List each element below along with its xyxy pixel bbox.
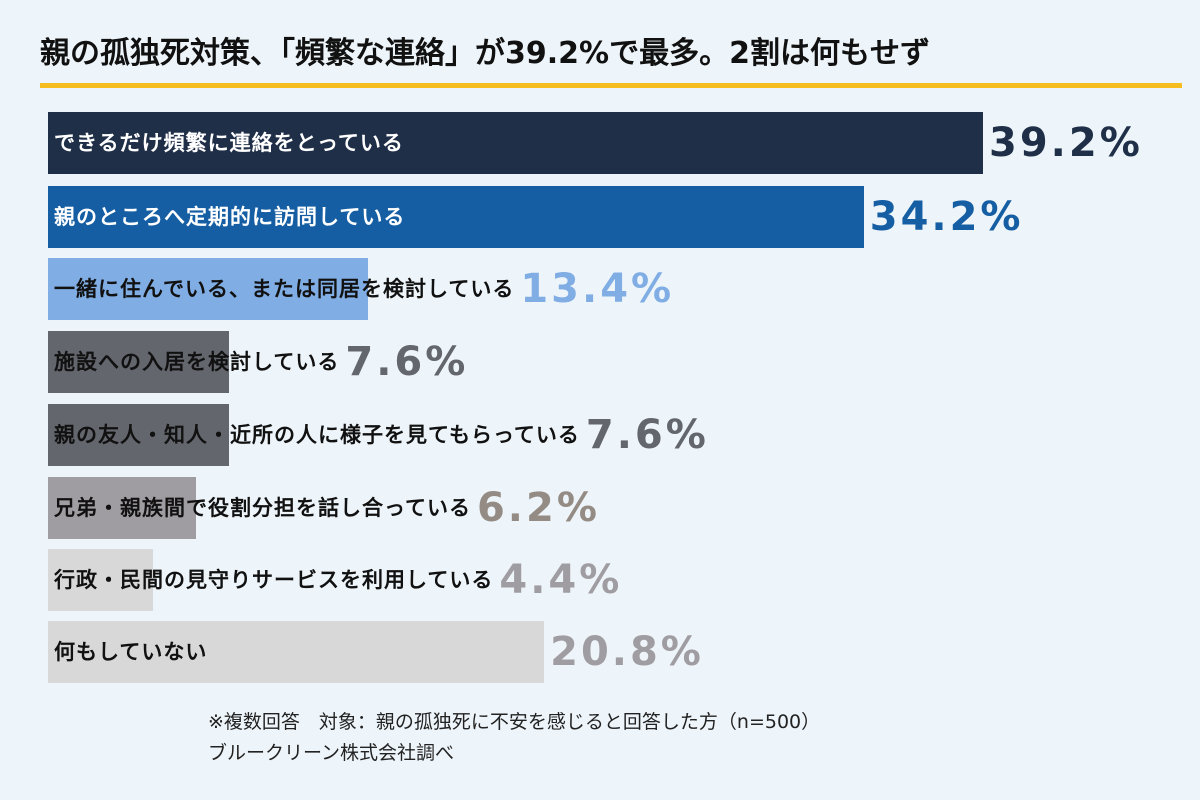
title-underline	[40, 83, 1182, 88]
bar-value: 39.2%	[989, 120, 1143, 166]
bar	[48, 549, 153, 611]
bar	[48, 112, 983, 174]
bar-value: 7.6%	[345, 339, 469, 385]
bar-value: 7.6%	[585, 412, 709, 458]
bar	[48, 477, 196, 539]
bar-label: 行政・民間の見守りサービスを利用している	[54, 568, 494, 592]
bar-value: 4.4%	[499, 557, 623, 603]
bar-label: 兄弟・親族間で役割分担を話し合っている	[54, 496, 471, 520]
bar-value: 13.4%	[520, 266, 675, 312]
bar-label: できるだけ頻繁に連絡をとっている	[54, 131, 404, 155]
bar-row: 施設への入居を検討している 7.6%	[48, 331, 1188, 393]
bar-row: 親の友人・知人・近所の人に様子を見てもらっている 7.6%	[48, 404, 1188, 466]
chart-title: 親の孤独死対策、「頻繁な連絡」が39.2%で最多。2割は何もせず	[40, 36, 930, 71]
footnote-survey: ※複数回答 対象：親の孤独死に不安を感じると回答した方（n=500）	[208, 711, 821, 733]
bar-label: 施設への入居を検討している	[54, 350, 340, 374]
bar-value: 20.8%	[550, 629, 704, 675]
bar-row: 一緒に住んでいる、または同居を検討している 13.4%	[48, 258, 1188, 320]
bar	[48, 621, 545, 683]
bar-value: 6.2%	[476, 485, 600, 531]
bar-row: 行政・民間の見守りサービスを利用している 4.4%	[48, 549, 1188, 611]
bar-row: 何もしていない 20.8%	[48, 621, 1188, 683]
bar-label: 親の友人・知人・近所の人に様子を見てもらっている	[54, 423, 580, 447]
bar-value: 34.2%	[869, 194, 1024, 240]
bar-label: 何もしていない	[54, 640, 208, 664]
bar	[48, 186, 864, 248]
bar-label: 一緒に住んでいる、または同居を検討している	[54, 277, 515, 301]
bar-row: 兄弟・親族間で役割分担を話し合っている 6.2%	[48, 477, 1188, 539]
bar	[48, 404, 230, 466]
footnote-source: ブルークリーン株式会社調べ	[208, 742, 455, 764]
bar-row: できるだけ頻繁に連絡をとっている 39.2%	[48, 112, 1188, 174]
bar-row: 親のところへ定期的に訪問している 34.2%	[48, 186, 1188, 248]
bar	[48, 331, 230, 393]
bar-label: 親のところへ定期的に訪問している	[54, 205, 406, 229]
bar	[48, 258, 368, 320]
